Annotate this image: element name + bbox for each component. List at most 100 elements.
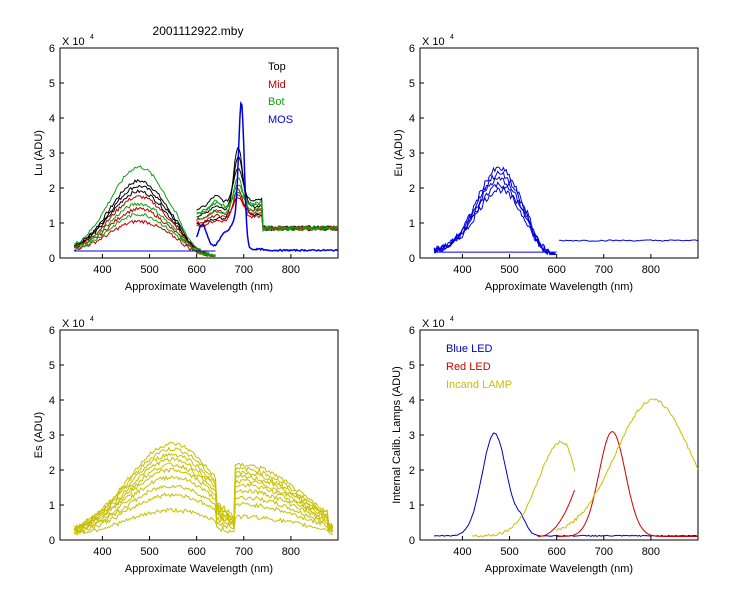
eu-y-tick-label: 3	[409, 148, 415, 160]
lu-x-tick-label: 500	[140, 264, 158, 276]
eu-y-tick-label: 1	[409, 218, 415, 230]
eu-x-tick-label: 800	[642, 264, 660, 276]
eu-x-tick-label: 400	[453, 264, 471, 276]
cal-legend-incand-lamp: Incand LAMP	[446, 379, 512, 391]
es-x-tick-label: 500	[140, 546, 158, 558]
cal-legend-blue-led: Blue LED	[446, 343, 493, 355]
es-y-axis-label: Es (ADU)	[33, 412, 45, 458]
lu-line-top-red-band	[196, 167, 339, 230]
lu-tick-layer: 400 500 600 700 800 0 1 2 3 4 5 6	[49, 43, 300, 276]
lu-line-top-red-band	[196, 146, 339, 233]
cal-legend: Blue LED Red LED Incand LAMP	[446, 343, 512, 391]
eu-y-tick-label: 5	[409, 78, 415, 90]
eu-y-tick-label: 0	[409, 253, 415, 265]
es-line	[73, 475, 334, 532]
lu-line-bot	[73, 213, 216, 258]
cal-y-tick-label: 5	[409, 360, 415, 372]
lu-y-tick-label: 4	[49, 113, 55, 125]
cal-x-axis-label: Approximate Wavelength (nm)	[485, 563, 633, 575]
lu-scale-label: X 10	[62, 36, 85, 48]
eu-x-tick-label: 700	[595, 264, 613, 276]
lu-y-tick-label: 0	[49, 253, 55, 265]
lu-line-bot-red-band	[196, 191, 339, 230]
cal-y-axis-label: Internal Calib. Lamps (ADU)	[391, 366, 403, 504]
eu-y-tick-label: 6	[409, 43, 415, 55]
cal-y-tick-label: 6	[409, 325, 415, 337]
es-x-tick-label: 400	[93, 546, 111, 558]
cal-legend-red-led: Red LED	[446, 361, 491, 373]
eu-x-axis-label: Approximate Wavelength (nm)	[485, 281, 633, 293]
es-line	[74, 446, 334, 530]
es-x-tick-label: 700	[235, 546, 253, 558]
figure-title: 2001112922.mby	[153, 24, 244, 38]
lu-legend-bot: Bot	[268, 96, 285, 108]
cal-y-tick-label: 3	[409, 430, 415, 442]
cal-x-tick-label: 800	[642, 546, 660, 558]
eu-series-layer	[433, 166, 699, 256]
es-y-tick-label: 5	[49, 360, 55, 372]
es-x-tick-label: 600	[187, 546, 205, 558]
eu-line	[433, 186, 556, 255]
lu-y-axis-label: Lu (ADU)	[33, 130, 45, 176]
es-y-tick-label: 6	[49, 325, 55, 337]
cal-x-tick-label: 700	[595, 546, 613, 558]
es-line	[73, 441, 334, 529]
cal-series-layer	[433, 398, 699, 538]
lu-line-top	[74, 188, 216, 257]
cal-scale-exponent: 4	[450, 316, 454, 323]
lu-line-mid-red-band	[196, 187, 339, 233]
lu-y-tick-label: 6	[49, 43, 55, 55]
es-y-tick-label: 3	[49, 430, 55, 442]
es-line	[73, 492, 334, 534]
eu-x-tick-label: 600	[547, 264, 565, 276]
lu-x-tick-label: 800	[282, 264, 300, 276]
lu-legend-mid: Mid	[268, 79, 286, 91]
es-line	[73, 467, 333, 532]
cal-tick-layer: 400 500 600 700 800 0 1 2 3 4 5 6	[409, 325, 660, 558]
cal-y-tick-label: 0	[409, 535, 415, 547]
cal-x-tick-label: 600	[547, 546, 565, 558]
es-series-layer	[73, 441, 334, 536]
es-tick-layer: 400 500 600 700 800 0 1 2 3 4 5 6	[49, 325, 300, 558]
lu-series-layer	[73, 100, 339, 258]
eu-x-tick-label: 500	[500, 264, 518, 276]
lu-x-tick-label: 700	[235, 264, 253, 276]
eu-scale-label: X 10	[422, 36, 445, 48]
cal-panel: 400 500 600 700 800 0 1 2 3 4 5 6 X 10 4 Internal C…	[391, 316, 699, 575]
lu-y-tick-label: 5	[49, 78, 55, 90]
cal-scale-label: X 10	[422, 318, 445, 330]
lu-y-tick-label: 1	[49, 218, 55, 230]
cal-line-incand-lamp	[471, 440, 576, 538]
es-y-tick-label: 0	[49, 535, 55, 547]
eu-line-baseline-high	[558, 239, 699, 242]
lu-x-tick-label: 600	[187, 264, 205, 276]
cal-x-tick-label: 500	[500, 546, 518, 558]
lu-legend-top: Top	[268, 61, 286, 73]
cal-line-blue-led	[433, 432, 698, 537]
es-scale-label: X 10	[62, 318, 85, 330]
eu-scale-exponent: 4	[450, 34, 454, 41]
es-line	[73, 484, 333, 533]
lu-panel: 400 500 600 700 800 0 1 2 3 4 5 6 X 10 4 Lu (ADU) A…	[33, 34, 339, 293]
eu-panel: 400 500 600 700 800 0 1 2 3 4 5 6 X 10 4 Eu (ADU) A…	[393, 34, 699, 293]
cal-y-tick-label: 1	[409, 500, 415, 512]
es-y-tick-label: 1	[49, 500, 55, 512]
lu-line-mos	[195, 100, 339, 253]
es-y-tick-label: 4	[49, 395, 55, 407]
es-panel: 400 500 600 700 800 0 1 2 3 4 5 6 X 10 4 Es (ADU) A…	[33, 316, 339, 575]
es-y-tick-label: 2	[49, 465, 55, 477]
lu-scale-exponent: 4	[90, 34, 94, 41]
lu-line-bot	[74, 165, 216, 257]
es-x-tick-label: 800	[282, 546, 300, 558]
lu-line-bot-red-band	[196, 184, 339, 231]
eu-line	[433, 181, 557, 256]
es-line	[74, 507, 333, 536]
es-x-axis-label: Approximate Wavelength (nm)	[125, 563, 273, 575]
lu-line-bot-red-band	[196, 177, 339, 232]
cal-y-tick-label: 2	[409, 465, 415, 477]
lu-legend: Top Mid Bot MOS	[268, 61, 293, 126]
cal-line-red-led-short	[537, 490, 575, 537]
lu-line-mid	[74, 219, 216, 257]
es-line	[73, 456, 334, 531]
